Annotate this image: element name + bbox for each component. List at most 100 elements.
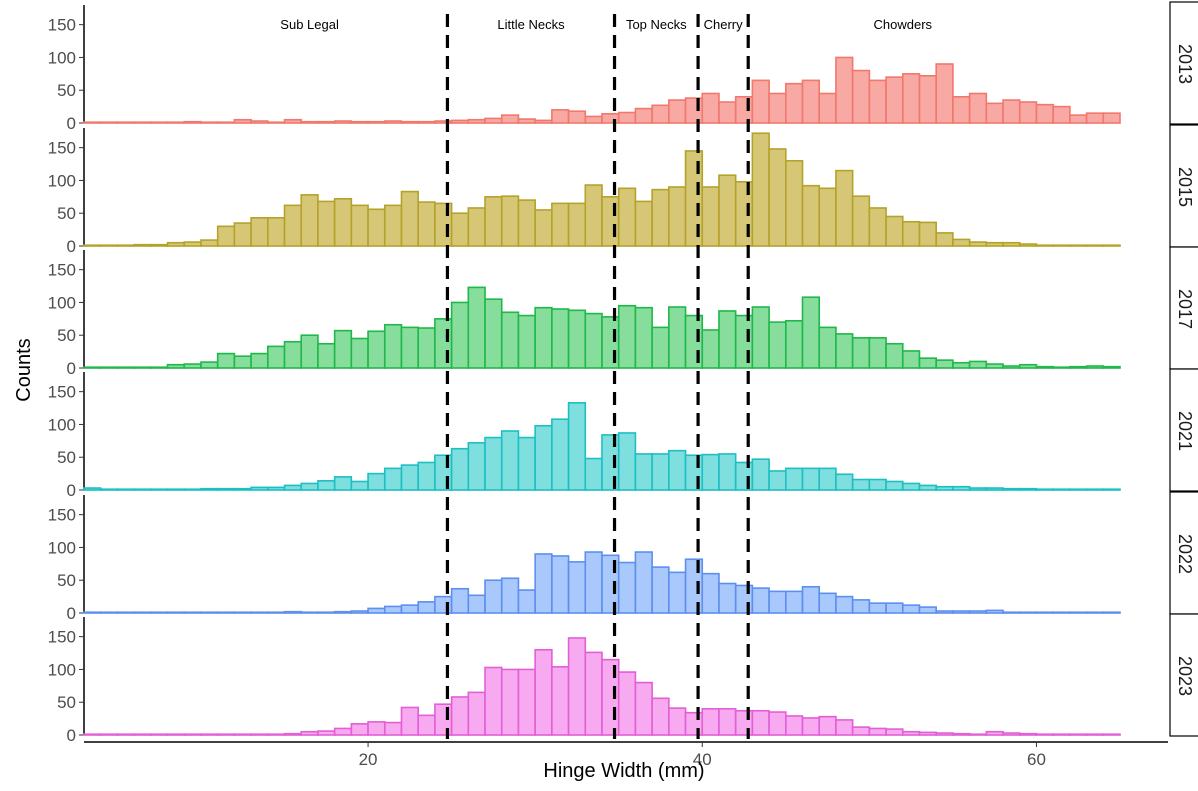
category-label: Chowders <box>874 17 933 32</box>
histogram-bar <box>751 79 770 124</box>
histogram-bar <box>885 215 904 247</box>
facet-strip-label: 2013 <box>1175 44 1195 84</box>
histogram-bar <box>985 102 1004 124</box>
histogram-bar <box>1102 112 1121 124</box>
histogram-bar <box>200 121 219 124</box>
facet-strip-label: 2015 <box>1175 167 1195 207</box>
histogram-bar <box>651 453 670 491</box>
histogram-bar <box>785 715 804 736</box>
histogram-bar <box>985 609 1004 614</box>
histogram-bar <box>166 488 186 491</box>
histogram-bar <box>250 611 269 614</box>
histogram-bar <box>383 204 403 247</box>
histogram-bar <box>968 610 988 614</box>
histogram-bar <box>166 241 186 247</box>
histogram-bar <box>183 488 202 491</box>
histogram-bar <box>835 56 854 124</box>
histogram-bar <box>835 719 854 736</box>
histogram-bar <box>267 345 286 369</box>
histogram-bar <box>1069 611 1088 614</box>
histogram-bar <box>1002 487 1021 491</box>
panel-2022: 0 50 100 150 2022 <box>48 491 1198 623</box>
histogram-bar <box>367 330 386 369</box>
x-tick-label: 40 <box>693 750 712 769</box>
histogram-bar <box>751 132 770 247</box>
histogram-bar <box>634 551 653 614</box>
histogram-bar <box>701 707 720 736</box>
histogram-bar <box>684 150 704 247</box>
histogram-bar <box>668 707 687 736</box>
histogram-bar <box>901 730 921 736</box>
histogram-bar <box>718 453 737 491</box>
histogram-bar <box>534 119 553 124</box>
histogram-bar <box>450 587 470 614</box>
category-label: Little Necks <box>497 17 565 32</box>
histogram-bar <box>1035 103 1054 124</box>
histogram-bar <box>734 314 754 369</box>
histogram-bar <box>250 733 269 736</box>
y-tick-label: 50 <box>57 693 76 712</box>
histogram-bar <box>166 363 186 369</box>
y-tick-label: 50 <box>57 81 76 100</box>
histogram-bar <box>835 473 854 491</box>
histogram-bar <box>584 651 603 736</box>
histogram-bar <box>250 120 269 124</box>
histogram-bar <box>450 447 470 491</box>
histogram-bar <box>467 286 486 369</box>
histogram-bar <box>634 107 653 124</box>
histogram-bar <box>467 691 486 736</box>
histogram-bar <box>567 110 587 124</box>
histogram-bar <box>484 117 503 124</box>
histogram-bar <box>801 585 821 614</box>
histogram-bar <box>718 310 737 369</box>
histogram-bar <box>367 208 386 247</box>
histogram-bar <box>534 648 553 736</box>
histogram-bar <box>99 733 119 736</box>
histogram-bar <box>668 571 687 614</box>
y-tick-label: 150 <box>48 506 76 525</box>
histogram-bar <box>333 198 353 247</box>
histogram-bar <box>517 199 536 247</box>
histogram-bar <box>133 366 152 369</box>
histogram-bar <box>768 590 787 614</box>
y-tick-label: 0 <box>67 481 76 500</box>
histogram-bar <box>500 577 520 614</box>
histogram-bar <box>467 118 486 124</box>
histogram-bar <box>1035 611 1054 614</box>
histogram-bar <box>851 726 871 736</box>
histogram-bar <box>684 314 704 369</box>
facet-strip <box>1169 124 1198 248</box>
histogram-bar <box>1018 101 1038 124</box>
histogram-bar <box>617 187 637 247</box>
facet-strip-label: 2022 <box>1175 534 1195 574</box>
histogram-bar <box>584 312 603 369</box>
histogram-bar <box>751 306 770 369</box>
histogram-bar <box>885 342 904 369</box>
histogram-bar <box>1085 611 1105 614</box>
histogram-bar <box>333 476 353 491</box>
histogram-bar <box>601 434 620 491</box>
histogram-bar <box>901 482 921 491</box>
histogram-bar <box>785 82 804 124</box>
histogram-bar <box>333 610 353 614</box>
histogram-bar <box>818 467 837 491</box>
histogram-bar <box>684 558 704 614</box>
panel-2023: 0 50 100 150 2023 <box>48 613 1198 745</box>
histogram-bar <box>383 721 403 736</box>
y-tick-label: 150 <box>48 16 76 35</box>
histogram-bar <box>868 337 887 369</box>
histogram-bar <box>651 104 670 124</box>
histogram-bar <box>417 461 436 491</box>
panel-2013: 0 50 100 150 2013 <box>48 1 1198 133</box>
histogram-bar <box>818 187 837 247</box>
histogram-bar <box>417 601 436 614</box>
histogram-bar <box>617 671 637 736</box>
histogram-bar <box>317 730 336 736</box>
histogram-bar <box>901 350 921 369</box>
histogram-bar <box>1069 244 1088 247</box>
histogram-bar <box>450 696 470 736</box>
histogram-bar <box>183 733 202 736</box>
histogram-bar <box>1102 365 1121 369</box>
